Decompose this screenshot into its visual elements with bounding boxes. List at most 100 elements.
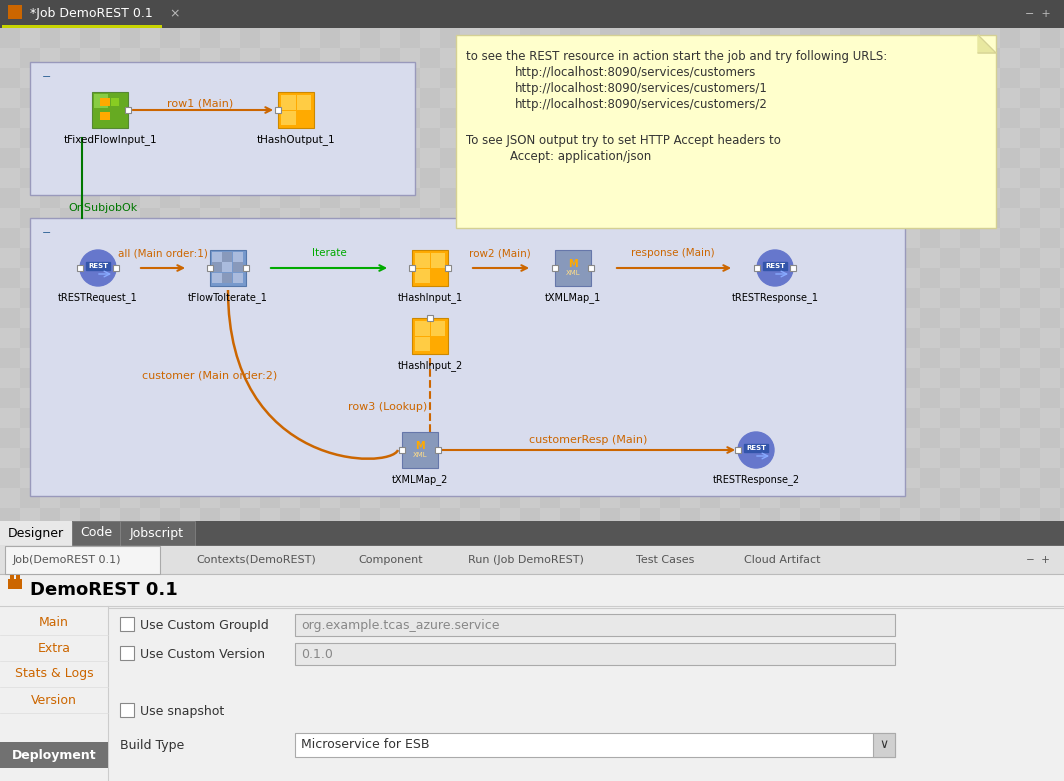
Bar: [880, 28, 900, 48]
Bar: [400, 268, 420, 288]
Bar: [120, 348, 140, 368]
Bar: [460, 428, 480, 448]
Bar: [120, 488, 140, 508]
Bar: [800, 208, 820, 228]
Bar: [520, 48, 541, 68]
Bar: [900, 48, 920, 68]
Bar: [760, 308, 780, 328]
Bar: [60, 408, 80, 428]
Bar: [80, 348, 100, 368]
Bar: [120, 268, 140, 288]
Bar: [20, 248, 40, 268]
Bar: [100, 388, 120, 408]
Bar: [440, 88, 460, 108]
Bar: [980, 128, 1000, 148]
Bar: [420, 28, 440, 48]
Bar: [940, 348, 960, 368]
Bar: [541, 68, 560, 88]
Bar: [0, 88, 20, 108]
Bar: [220, 408, 240, 428]
Bar: [1000, 88, 1020, 108]
Text: http://localhost:8090/services/customers/2: http://localhost:8090/services/customers…: [515, 98, 768, 111]
Bar: [820, 148, 839, 168]
Bar: [960, 228, 980, 248]
Bar: [80, 168, 100, 188]
Bar: [100, 368, 120, 388]
Bar: [860, 288, 880, 308]
Bar: [100, 168, 120, 188]
Bar: [340, 288, 360, 308]
Bar: [1000, 348, 1020, 368]
Bar: [580, 448, 600, 468]
Bar: [820, 288, 839, 308]
Bar: [920, 468, 940, 488]
Bar: [1040, 108, 1060, 128]
Bar: [839, 328, 860, 348]
Bar: [240, 128, 260, 148]
Bar: [420, 508, 440, 528]
Bar: [641, 208, 660, 228]
Bar: [700, 68, 720, 88]
Bar: [940, 388, 960, 408]
Bar: [1060, 468, 1064, 488]
Bar: [1060, 288, 1064, 308]
Bar: [720, 288, 739, 308]
Bar: [620, 288, 641, 308]
Text: tHashInput_1: tHashInput_1: [398, 293, 463, 304]
Bar: [900, 208, 920, 228]
Bar: [500, 128, 520, 148]
Bar: [641, 508, 660, 528]
Bar: [0, 108, 20, 128]
Bar: [280, 468, 300, 488]
Bar: [0, 288, 20, 308]
Bar: [760, 108, 780, 128]
Bar: [40, 308, 60, 328]
Bar: [980, 288, 1000, 308]
Bar: [620, 468, 641, 488]
Bar: [660, 488, 680, 508]
Bar: [900, 368, 920, 388]
Bar: [520, 308, 541, 328]
Bar: [641, 228, 660, 248]
Bar: [460, 68, 480, 88]
Bar: [160, 48, 180, 68]
Bar: [780, 88, 800, 108]
Bar: [140, 168, 160, 188]
Bar: [440, 208, 460, 228]
Bar: [240, 328, 260, 348]
Bar: [920, 108, 940, 128]
Bar: [20, 128, 40, 148]
Bar: [160, 508, 180, 528]
Bar: [700, 28, 720, 48]
Bar: [600, 388, 620, 408]
Bar: [660, 168, 680, 188]
Bar: [1060, 448, 1064, 468]
Bar: [80, 508, 100, 528]
Bar: [1040, 388, 1060, 408]
Bar: [420, 228, 440, 248]
Bar: [754, 265, 760, 271]
Bar: [520, 328, 541, 348]
Bar: [940, 208, 960, 228]
Bar: [1000, 328, 1020, 348]
Bar: [0, 228, 20, 248]
Bar: [40, 228, 60, 248]
Bar: [880, 228, 900, 248]
Bar: [760, 248, 780, 268]
Bar: [320, 488, 340, 508]
Bar: [140, 108, 160, 128]
Bar: [780, 128, 800, 148]
Bar: [760, 28, 780, 48]
Bar: [113, 265, 119, 271]
Bar: [40, 268, 60, 288]
Bar: [100, 508, 120, 528]
Bar: [480, 48, 500, 68]
Bar: [1020, 248, 1040, 268]
Bar: [541, 488, 560, 508]
Bar: [780, 368, 800, 388]
Bar: [180, 88, 200, 108]
Bar: [839, 248, 860, 268]
Bar: [600, 448, 620, 468]
Bar: [320, 168, 340, 188]
Text: Use snapshot: Use snapshot: [140, 705, 225, 719]
